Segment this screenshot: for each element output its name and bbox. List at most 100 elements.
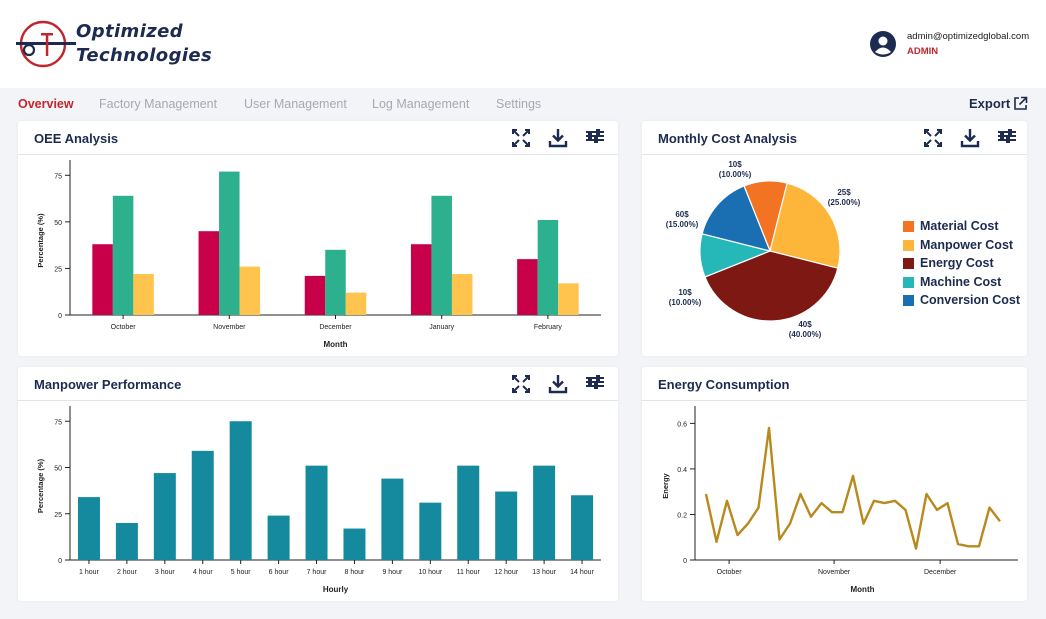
x-tick-label: December (319, 324, 352, 331)
bar (92, 244, 113, 315)
pie-slice (701, 185, 771, 252)
expand-icon[interactable] (510, 127, 532, 149)
legend-label: Manpower Cost (920, 237, 1014, 252)
bar (304, 275, 326, 315)
export-button[interactable]: Export (969, 96, 1011, 111)
main-nav: Overview Factory Management User Managem… (0, 88, 1046, 120)
bar (239, 266, 261, 315)
app-header: Optimized Technologies admin@optimizedgl… (0, 0, 1046, 88)
pie-slice (769, 182, 841, 269)
sliders-icon[interactable] (584, 127, 606, 149)
y-tick-label: 50 (54, 466, 62, 473)
expand-icon[interactable] (922, 127, 944, 149)
x-axis-label: Hourly (323, 585, 349, 594)
legend-swatch (903, 295, 914, 306)
pie-percent-label: (25.00%) (828, 198, 861, 207)
bar (112, 195, 134, 315)
x-tick-label: 3 hour (155, 569, 176, 576)
y-axis-label: Percentage (%) (36, 458, 45, 513)
pie-value-label: 10$ (678, 288, 692, 297)
monthly-cost-card: Monthly Cost Analysis 10$ (10.00%) 25$ (25.… (642, 121, 1027, 356)
x-tick-label: 7 hour (307, 569, 328, 576)
pie-value-label: 25$ (837, 188, 851, 197)
y-tick-label: 75 (54, 173, 62, 180)
card-divider (642, 154, 1027, 155)
pie-value-label: 40$ (798, 320, 812, 329)
y-tick-label: 0.2 (677, 512, 687, 519)
pie-percent-label: (10.00%) (719, 170, 752, 179)
legend-swatch (903, 258, 914, 269)
bar (229, 421, 252, 560)
y-tick-label: 75 (54, 419, 62, 426)
nav-item-factory-management[interactable]: Factory Management (99, 97, 218, 111)
legend-label: Machine Cost (920, 274, 1002, 289)
sliders-icon[interactable] (584, 373, 606, 395)
x-tick-label: 13 hour (532, 569, 556, 576)
legend-label: Material Cost (920, 219, 999, 233)
bar (153, 473, 176, 560)
bar (381, 478, 404, 560)
x-tick-label: 1 hour (79, 569, 100, 576)
bar (345, 292, 367, 315)
bar (267, 515, 290, 560)
x-tick-label: 10 hour (418, 569, 442, 576)
company-logo (16, 20, 76, 68)
pie-value-label: 60$ (675, 210, 689, 219)
bar (533, 465, 556, 560)
sliders-icon[interactable] (996, 127, 1018, 149)
card-title: OEE Analysis (34, 131, 119, 146)
nav-item-log-management[interactable]: Log Management (372, 97, 470, 111)
bar (305, 465, 328, 560)
card-divider (642, 400, 1027, 401)
external-link-icon[interactable] (1013, 96, 1028, 111)
y-tick-label: 25 (54, 512, 62, 519)
y-tick-label: 25 (54, 266, 62, 273)
bar (133, 274, 154, 315)
x-tick-label: October (111, 324, 137, 331)
legend-label: Energy Cost (920, 256, 994, 270)
pie-percent-label: (40.00%) (789, 330, 822, 339)
x-tick-label: November (213, 324, 246, 331)
x-tick-label: October (717, 569, 743, 576)
user-email: admin@optimizedglobal.com (907, 31, 1030, 42)
brand-line-1: Optimized (76, 21, 184, 42)
nav-item-settings[interactable]: Settings (496, 97, 542, 111)
oee-analysis-card: OEE Analysis 0 25 50 75 Percentage (%) Octobe… (18, 121, 618, 356)
expand-icon[interactable] (510, 373, 532, 395)
bar (537, 220, 559, 315)
oee-bar-chart: 0 25 50 75 Percentage (%) October November Dece… (36, 160, 601, 349)
legend-swatch (903, 276, 914, 288)
manpower-bar-chart: 0 25 50 75 Percentage (%) 1 hour 2 hour 3 hour 4… (36, 406, 601, 594)
user-role: ADMIN (907, 46, 939, 57)
y-tick-label: 0.4 (677, 467, 687, 474)
x-axis-label: Month (851, 585, 875, 594)
series-line (704, 426, 1001, 550)
bar (191, 450, 214, 560)
download-icon[interactable] (547, 127, 569, 149)
y-tick-label: 0 (683, 558, 687, 565)
bar (115, 523, 138, 560)
bar (451, 274, 473, 315)
card-title: Energy Consumption (658, 377, 790, 392)
bar (410, 244, 432, 315)
monthly-cost-pie-chart: 10$(10.00%)25$(25.00%)40$(40.00%)10$(10.… (666, 160, 861, 339)
x-tick-label: 11 hour (457, 569, 481, 576)
x-axis-label: Month (324, 340, 348, 349)
nav-item-user-management[interactable]: User Management (244, 97, 347, 111)
legend-label: Conversion Cost (920, 293, 1021, 307)
x-tick-label: January (429, 324, 454, 331)
x-tick-label: 12 hour (494, 569, 518, 576)
bar (571, 495, 594, 560)
card-title: Manpower Performance (34, 377, 182, 392)
user-circle-icon[interactable] (869, 30, 897, 58)
bar (343, 528, 366, 560)
download-icon[interactable] (547, 373, 569, 395)
manpower-performance-card: Manpower Performance 0 25 50 75 Percentage (… (18, 367, 618, 601)
x-tick-label: December (924, 569, 957, 576)
nav-item-overview[interactable]: Overview (18, 97, 74, 111)
bar (325, 249, 346, 315)
x-tick-label: 4 hour (193, 569, 214, 576)
brand-line-2: Technologies (76, 45, 213, 66)
energy-consumption-card: Energy Consumption 0 0.2 0.4 0.6 Energy Octob… (642, 367, 1027, 601)
download-icon[interactable] (959, 127, 981, 149)
